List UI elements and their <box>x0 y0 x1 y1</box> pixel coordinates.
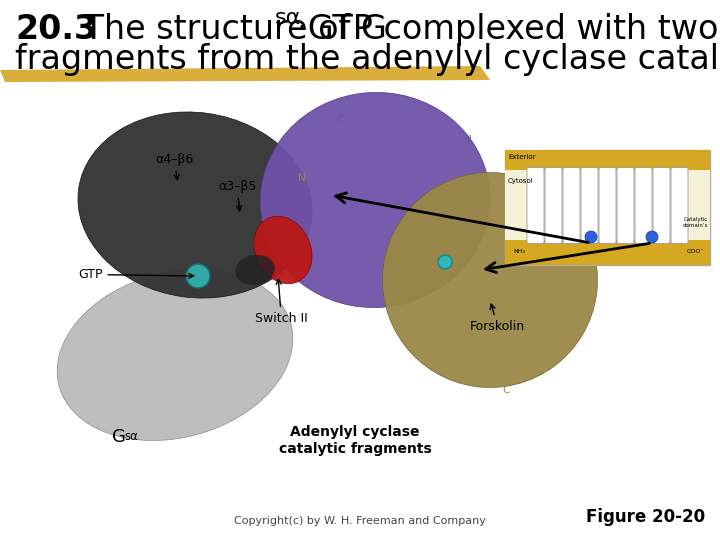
FancyArrowPatch shape <box>486 244 649 273</box>
Text: Catalytic
domain’s: Catalytic domain’s <box>683 217 708 228</box>
Text: sα: sα <box>124 430 138 443</box>
Circle shape <box>646 231 658 243</box>
Circle shape <box>186 264 210 288</box>
Text: C: C <box>336 115 343 125</box>
Text: α4–β6: α4–β6 <box>155 153 193 180</box>
Text: Adenylyl cyclase
catalytic fragments: Adenylyl cyclase catalytic fragments <box>279 425 431 456</box>
Ellipse shape <box>382 172 598 388</box>
Text: ·GTP complexed with two: ·GTP complexed with two <box>297 13 719 46</box>
Text: fragments from the adenylyl cyclase catalytic domain: fragments from the adenylyl cyclase cata… <box>15 43 720 76</box>
Text: C: C <box>503 385 510 395</box>
Text: α3–β5: α3–β5 <box>218 180 256 211</box>
FancyBboxPatch shape <box>505 240 710 265</box>
Text: Forskolin: Forskolin <box>470 304 525 333</box>
FancyArrowPatch shape <box>336 193 588 242</box>
FancyBboxPatch shape <box>527 167 544 244</box>
FancyBboxPatch shape <box>545 167 562 244</box>
Ellipse shape <box>235 255 275 285</box>
FancyBboxPatch shape <box>635 167 652 244</box>
Text: N: N <box>298 173 306 183</box>
Text: Switch II: Switch II <box>255 279 307 325</box>
FancyBboxPatch shape <box>599 167 616 244</box>
Text: Exterior: Exterior <box>508 154 536 160</box>
FancyBboxPatch shape <box>617 167 634 244</box>
FancyBboxPatch shape <box>581 167 598 244</box>
FancyBboxPatch shape <box>653 167 670 244</box>
Polygon shape <box>0 66 490 82</box>
Text: Cytosol: Cytosol <box>508 178 534 184</box>
Text: NH₂: NH₂ <box>513 249 525 254</box>
FancyBboxPatch shape <box>505 150 710 265</box>
FancyBboxPatch shape <box>505 170 710 240</box>
Circle shape <box>585 231 597 243</box>
FancyBboxPatch shape <box>505 150 710 170</box>
FancyBboxPatch shape <box>563 167 580 244</box>
Text: GTP: GTP <box>78 268 194 281</box>
Ellipse shape <box>254 216 312 284</box>
Text: N: N <box>464 135 472 145</box>
Ellipse shape <box>260 92 490 308</box>
Text: 20.3: 20.3 <box>15 13 97 46</box>
Text: The structure of G: The structure of G <box>73 13 387 46</box>
Text: COO⁻: COO⁻ <box>686 249 704 254</box>
Text: Copyright(c) by W. H. Freeman and Company: Copyright(c) by W. H. Freeman and Compan… <box>234 516 486 526</box>
Text: G: G <box>112 428 126 446</box>
Ellipse shape <box>78 112 312 298</box>
Ellipse shape <box>57 269 293 441</box>
FancyBboxPatch shape <box>671 167 688 244</box>
Circle shape <box>438 255 452 269</box>
Text: sα: sα <box>275 8 302 28</box>
Text: Figure 20-20: Figure 20-20 <box>586 508 705 526</box>
